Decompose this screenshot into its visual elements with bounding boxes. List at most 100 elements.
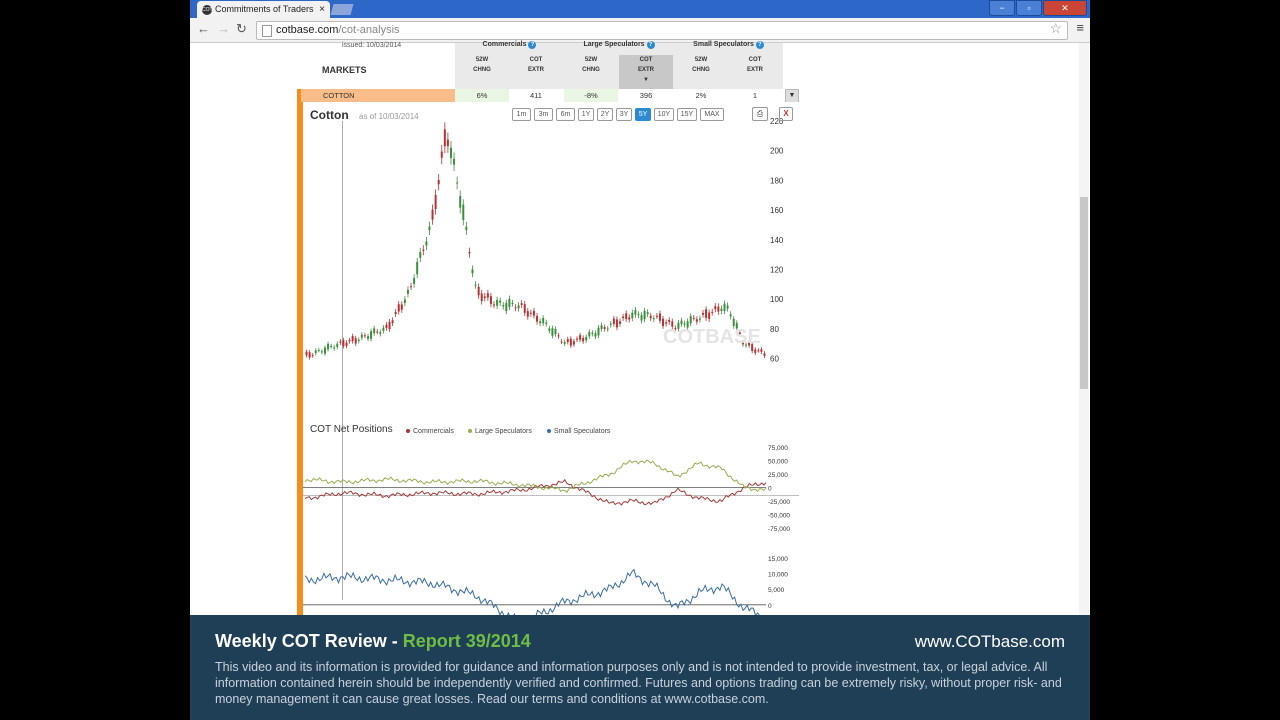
candle-body: [637, 314, 640, 316]
candle-body: [367, 336, 370, 339]
group-small-speculators: Small Speculators ?: [674, 41, 783, 89]
help-icon[interactable]: ?: [646, 41, 655, 49]
candle-body: [588, 331, 591, 337]
close-chart-button[interactable]: X: [779, 107, 793, 121]
candle-body: [539, 321, 542, 324]
page-icon: [262, 24, 272, 37]
candle-body: [631, 312, 634, 319]
candle-body: [563, 341, 566, 344]
range-button-1y[interactable]: 1Y: [578, 108, 594, 121]
browser-tab[interactable]: COT Commitments of Traders ×: [197, 1, 330, 18]
vertical-scrollbar[interactable]: [1079, 43, 1089, 643]
candle-body: [468, 252, 471, 254]
candle-body: [566, 339, 569, 343]
range-button-3m[interactable]: 3m: [534, 108, 553, 121]
col-large-chng[interactable]: 52W CHNG: [582, 57, 600, 73]
candle-body: [726, 305, 729, 309]
candle-body: [477, 286, 480, 296]
candle-body: [508, 298, 511, 308]
range-button-2y[interactable]: 2Y: [597, 108, 613, 121]
candle-body: [502, 305, 505, 307]
net-tick-label: -25,000: [768, 499, 790, 506]
bookmark-star-icon[interactable]: ☆: [1049, 20, 1062, 36]
browser-toolbar: ← → ↻ cotbase.com/cot-analysis ☆ ≡: [190, 18, 1090, 43]
table-row[interactable]: COTTON 6% 411 -8% 396 2% 1 ▼: [297, 89, 799, 103]
candle-body: [745, 344, 748, 346]
tab-close-icon[interactable]: ×: [319, 4, 325, 15]
candle-body: [391, 320, 394, 324]
candle-body: [557, 335, 560, 337]
maximize-button[interactable]: ▫: [1016, 0, 1042, 16]
col-comm-chng[interactable]: 52W CHNG: [473, 57, 491, 73]
candle-body: [640, 315, 643, 321]
cot-review-banner: Weekly COT Review - Report 39/2014 www.C…: [190, 615, 1090, 720]
address-bar[interactable]: cotbase.com/cot-analysis: [256, 21, 1068, 40]
small-tick-label: 0: [768, 603, 772, 610]
range-button-15y[interactable]: 15Y: [677, 108, 697, 121]
col-comm-extr[interactable]: COT EXTR: [527, 57, 544, 73]
net-tick-label: 75,000: [768, 445, 788, 452]
candle-body: [471, 269, 474, 274]
candle-body: [333, 347, 336, 349]
candle-body: [400, 304, 403, 310]
cell-small-chng: 2%: [695, 91, 707, 100]
candle-body: [741, 342, 744, 345]
new-tab-button[interactable]: [330, 4, 354, 15]
small-tick-label: 5,000: [768, 587, 785, 594]
candle-body: [695, 319, 698, 322]
range-button-6m[interactable]: 6m: [556, 108, 575, 121]
candle-body: [732, 318, 735, 327]
help-icon[interactable]: ?: [528, 41, 537, 49]
range-button-1m[interactable]: 1m: [512, 108, 531, 121]
candle-body: [428, 226, 431, 231]
candle-body: [449, 147, 452, 158]
scrollbar-thumb[interactable]: [1080, 197, 1088, 389]
col-small-extr[interactable]: COT EXTR: [746, 57, 763, 73]
help-icon[interactable]: ?: [755, 41, 764, 49]
candle-body: [480, 293, 483, 302]
minimize-button[interactable]: −: [989, 0, 1015, 16]
row-dropdown-button[interactable]: ▼: [785, 89, 799, 103]
net-tick-label: 0: [768, 486, 772, 493]
candle-body: [385, 324, 388, 329]
range-button-10y[interactable]: 10Y: [654, 108, 674, 121]
range-button-3y[interactable]: 3Y: [616, 108, 632, 121]
candle-body: [701, 312, 704, 315]
candle-body: [462, 204, 465, 220]
candle-body: [649, 315, 652, 319]
candle-body: [323, 347, 326, 354]
window-controls: − ▫ ✕: [989, 0, 1087, 16]
chart-panel: 220 200 180 160 140 120 100 80 60 COTBASE 75,000 50…: [297, 102, 805, 662]
col-small-chng[interactable]: 52W CHNG: [692, 57, 710, 73]
market-cell[interactable]: COTTON: [297, 89, 459, 102]
candle-body: [388, 321, 391, 330]
banner-url: www.COTbase.com: [914, 632, 1065, 651]
close-window-button[interactable]: ✕: [1043, 0, 1087, 16]
candle-body: [403, 299, 406, 303]
reload-icon[interactable]: ↻: [236, 21, 247, 36]
candle-body: [714, 306, 717, 310]
forward-arrow-icon[interactable]: →: [217, 21, 230, 36]
candle-body: [646, 312, 649, 315]
price-tick-label: 220: [770, 117, 784, 126]
group-commercials: Commercials ?: [455, 41, 564, 89]
price-tick-label: 140: [770, 236, 784, 245]
candle-body: [600, 325, 603, 330]
candle-body: [370, 331, 373, 339]
cell-large-extr: 396: [639, 91, 653, 100]
candle-body: [597, 327, 600, 336]
candle-body: [575, 338, 578, 340]
range-button-5y[interactable]: 5Y: [635, 108, 651, 121]
cell-comm-extr: 411: [530, 91, 542, 100]
back-arrow-icon[interactable]: ←: [197, 21, 210, 36]
markets-header[interactable]: MARKETS: [322, 65, 367, 75]
page-content: issued: 10/03/2014 MARKETS Commercials ?…: [190, 41, 1090, 720]
candle-body: [514, 307, 517, 309]
range-button-max[interactable]: MAX: [700, 108, 724, 121]
print-icon[interactable]: ⎙: [752, 107, 768, 121]
col-large-extr[interactable]: COT EXTR ▼: [619, 55, 673, 89]
candle-body: [422, 249, 425, 251]
candle-body: [376, 331, 379, 333]
menu-icon[interactable]: ≡: [1076, 20, 1084, 35]
candle-body: [320, 351, 323, 353]
